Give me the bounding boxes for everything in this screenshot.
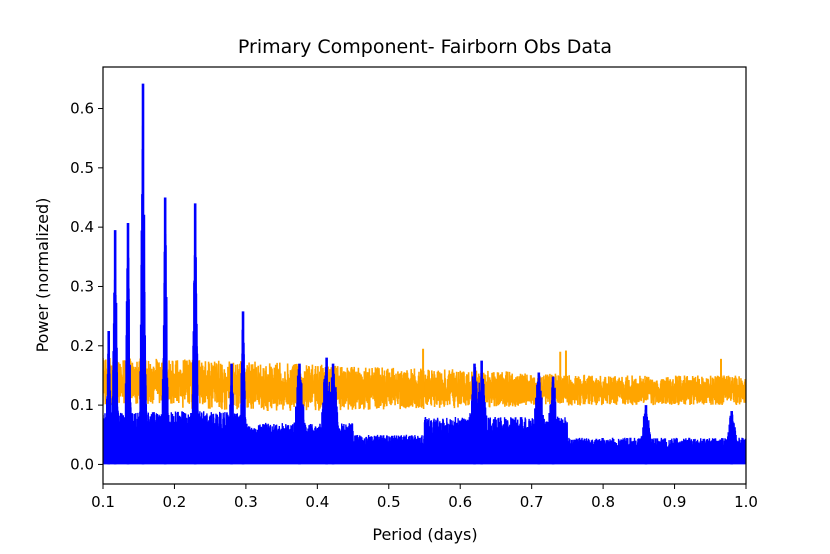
x-tick-label: 0.7	[520, 493, 544, 511]
chart-title: Primary Component- Fairborn Obs Data	[238, 36, 612, 58]
axes: 0.1 0.2 0.3 0.4 0.5 0.6 0.7 0.8 0.9 1.0 0.0 0.1 0.2 0…	[70, 66, 758, 511]
plot-frame	[102, 66, 747, 485]
x-tick-label: 0.2	[163, 493, 187, 511]
x-tick-label: 0.4	[305, 493, 329, 511]
x-tick-label: 0.3	[234, 493, 258, 511]
y-tick-label: 0.1	[70, 396, 94, 414]
x-tick-label: 1.0	[734, 493, 758, 511]
plot-area	[103, 83, 746, 465]
x-axis-label: Period (days)	[372, 525, 477, 544]
series-orange-line	[103, 357, 746, 412]
x-tick-label: 0.9	[663, 493, 687, 511]
y-tick-label: 0.4	[70, 218, 94, 236]
x-tick-label: 0.1	[91, 493, 115, 511]
x-tick-label: 0.5	[377, 493, 401, 511]
y-tick-label: 0.0	[70, 455, 94, 473]
series-blue-line	[103, 125, 746, 465]
y-tick-label: 0.2	[70, 337, 94, 355]
y-tick-label: 0.6	[70, 100, 94, 118]
x-tick-label: 0.6	[448, 493, 472, 511]
x-tick-label: 0.8	[591, 493, 615, 511]
y-axis-label: Power (normalized)	[33, 198, 52, 353]
y-tick-label: 0.5	[70, 159, 94, 177]
y-tick-label: 0.3	[70, 277, 94, 295]
